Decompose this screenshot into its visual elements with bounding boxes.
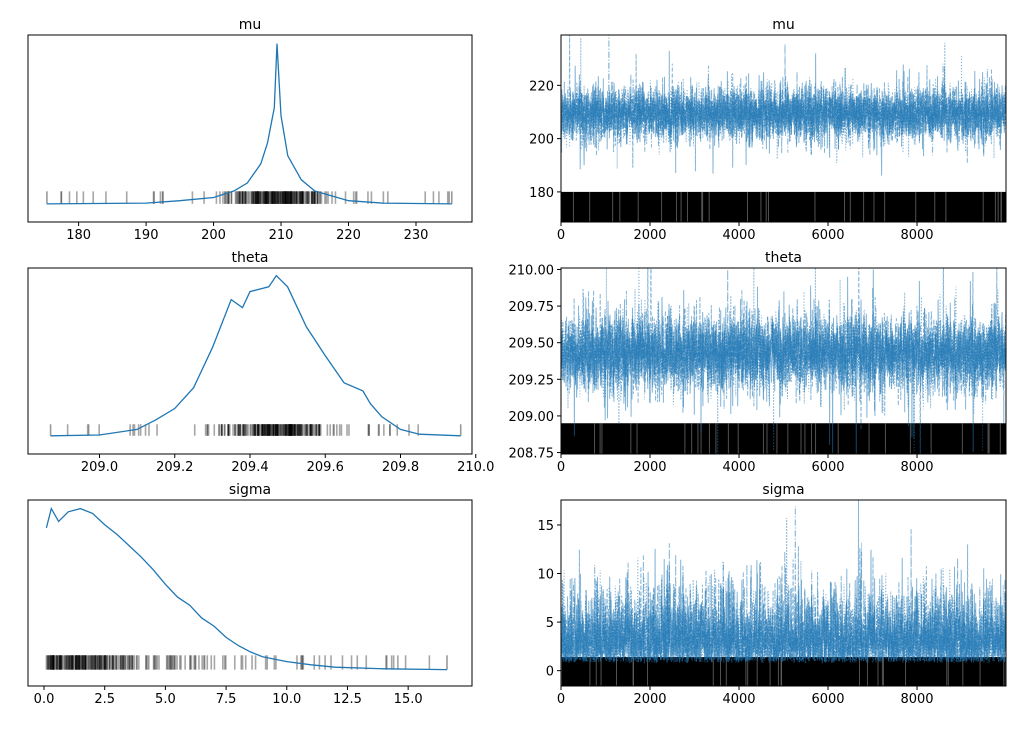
- trace-chain-2: [561, 268, 1006, 454]
- x-tick-label: 209.8: [382, 460, 419, 475]
- x-tick-label: 220: [336, 228, 361, 243]
- y-tick-label: 180: [529, 186, 554, 201]
- y-tick-label: 209.25: [509, 373, 555, 388]
- axes-frame: [27, 34, 473, 223]
- x-tick-label: 2000: [633, 228, 666, 243]
- x-tick-label: 12.5: [333, 692, 362, 707]
- panel-title: mu: [772, 17, 795, 33]
- rug-band: [561, 657, 1006, 686]
- panel-trace-theta: 208.75 209.00 209.25 209.50 209.75 210.00 0 200…: [509, 250, 1007, 475]
- y-tick-label: 209.75: [509, 300, 555, 315]
- panel-kde-sigma: 0.0 2.5 5.0 7.5 10.0 12.5 15.0 sigma: [27, 482, 473, 707]
- x-tick-label: 0: [557, 460, 565, 475]
- rug-band: [561, 423, 1006, 454]
- x-tick-label: 2000: [633, 460, 666, 475]
- y-tick-label: 210.00: [509, 263, 555, 278]
- x-tick-label: 2000: [633, 692, 666, 707]
- panel-kde-mu: 180 190 200 210 220 230 mu: [27, 17, 473, 243]
- panel-trace-mu: 180 200 220 0 2000 4000 6000 8000 mu: [529, 17, 1007, 243]
- trace-chain-3: [561, 268, 1006, 424]
- x-tick-label: 4000: [722, 228, 755, 243]
- x-tick-label: 209.2: [156, 460, 193, 475]
- y-tick-label: 209.00: [509, 410, 555, 425]
- axes-frame: [560, 499, 1007, 687]
- x-tick-label: 0.0: [34, 692, 55, 707]
- axes-frame: [27, 267, 473, 455]
- x-tick-label: 10.0: [272, 692, 301, 707]
- y-tick-label: 15: [537, 519, 554, 534]
- kde-line: [45, 506, 448, 671]
- x-tick-label: 210.0: [457, 460, 494, 475]
- axes-frame: [560, 267, 1007, 455]
- panel-title: theta: [231, 250, 268, 266]
- x-tick-label: 200: [201, 228, 226, 243]
- rug-band: [561, 191, 1006, 222]
- y-tick-label: 10: [537, 568, 554, 583]
- plot-area: [561, 500, 1006, 686]
- x-tick-label: 210: [269, 228, 294, 243]
- trace-chain-3: [561, 505, 1006, 664]
- panel-title: sigma: [229, 482, 271, 498]
- x-tick-label: 0: [557, 228, 565, 243]
- x-tick-label: 209.6: [307, 460, 344, 475]
- panel-title: mu: [239, 17, 262, 33]
- x-tick-label: 7.5: [216, 692, 237, 707]
- panel-title: theta: [765, 250, 802, 266]
- panel-kde-theta: 209.0 209.2 209.4 209.6 209.8 210.0 theta: [27, 250, 494, 475]
- y-tick-label: 5: [546, 616, 554, 631]
- x-tick-label: 0: [557, 692, 565, 707]
- x-tick-label: 4000: [722, 460, 755, 475]
- x-tick-label: 4000: [722, 692, 755, 707]
- axes-frame: [560, 34, 1007, 223]
- panel-title: sigma: [762, 482, 804, 498]
- kde-line: [46, 43, 452, 205]
- x-tick-label: 6000: [811, 228, 844, 243]
- panel-trace-sigma: 0 5 10 15 0 2000 4000 6000 8000 sigma: [537, 482, 1007, 707]
- plot-area: [561, 35, 1006, 222]
- y-tick-label: 209.50: [509, 337, 555, 352]
- x-tick-label: 6000: [811, 692, 844, 707]
- plot-area: [561, 268, 1006, 454]
- x-tick-label: 180: [66, 228, 91, 243]
- x-tick-label: 8000: [900, 228, 933, 243]
- plot-area: [45, 506, 448, 671]
- plot-area: [46, 43, 453, 205]
- y-tick-label: 0: [546, 665, 554, 680]
- x-tick-label: 2.5: [94, 692, 115, 707]
- x-tick-label: 8000: [900, 692, 933, 707]
- x-tick-label: 15.0: [394, 692, 423, 707]
- x-tick-label: 8000: [900, 460, 933, 475]
- x-tick-label: 209.0: [81, 460, 118, 475]
- x-tick-label: 5.0: [155, 692, 176, 707]
- y-tick-label: 200: [529, 133, 554, 148]
- x-tick-label: 6000: [811, 460, 844, 475]
- x-tick-label: 190: [134, 228, 159, 243]
- plot-area: [49, 274, 462, 437]
- y-tick-label: 208.75: [509, 447, 555, 462]
- trace-chain-3: [561, 35, 1006, 174]
- x-tick-label: 230: [404, 228, 429, 243]
- y-tick-label: 220: [529, 79, 554, 94]
- x-tick-label: 209.4: [231, 460, 268, 475]
- axes-frame: [27, 499, 473, 687]
- kde-line: [50, 274, 461, 437]
